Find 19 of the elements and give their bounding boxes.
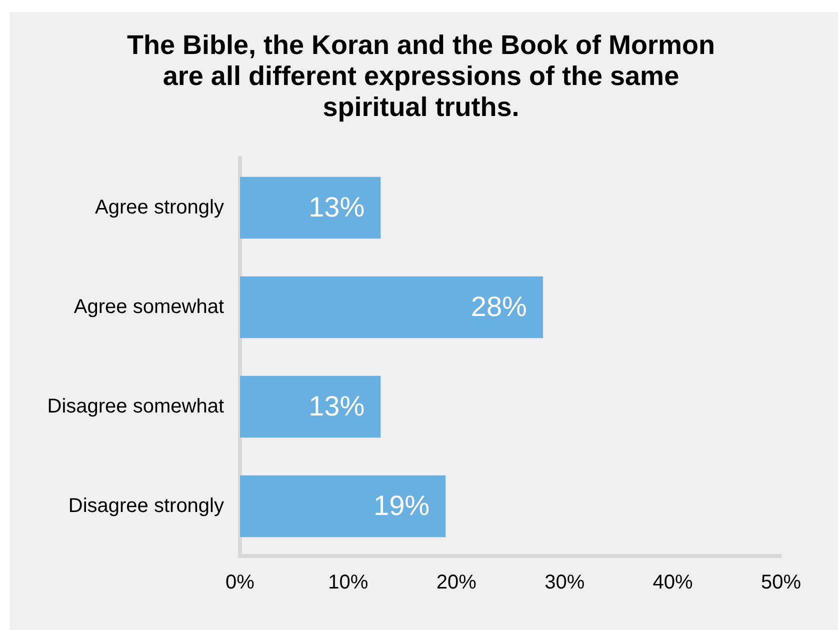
y-tick-label: Disagree somewhat — [47, 395, 224, 418]
x-tick-label: 20% — [436, 572, 477, 594]
x-tick-label: 10% — [328, 572, 368, 594]
y-tick-label: Agree strongly — [95, 196, 224, 218]
x-tick-label: 30% — [544, 572, 585, 594]
bar — [240, 176, 381, 239]
x-tick-label: 40% — [652, 572, 694, 594]
y-tick-label: Disagree strongly — [68, 494, 224, 517]
data-label: 19% — [374, 490, 430, 521]
x-tick-label: 0% — [226, 572, 255, 594]
y-tick-label: Agree somewhat — [74, 296, 224, 318]
bar — [240, 276, 543, 338]
bar — [240, 475, 446, 538]
data-label: 28% — [470, 290, 527, 322]
bar — [240, 376, 381, 438]
chart-title: The Bible, the Koran and the Book of Mormon are all different expressions of the same spiritual truths. — [126, 30, 716, 123]
data-label: 13% — [308, 390, 365, 422]
x-tick-label: 50% — [760, 572, 802, 594]
data-label: 13% — [308, 191, 365, 222]
